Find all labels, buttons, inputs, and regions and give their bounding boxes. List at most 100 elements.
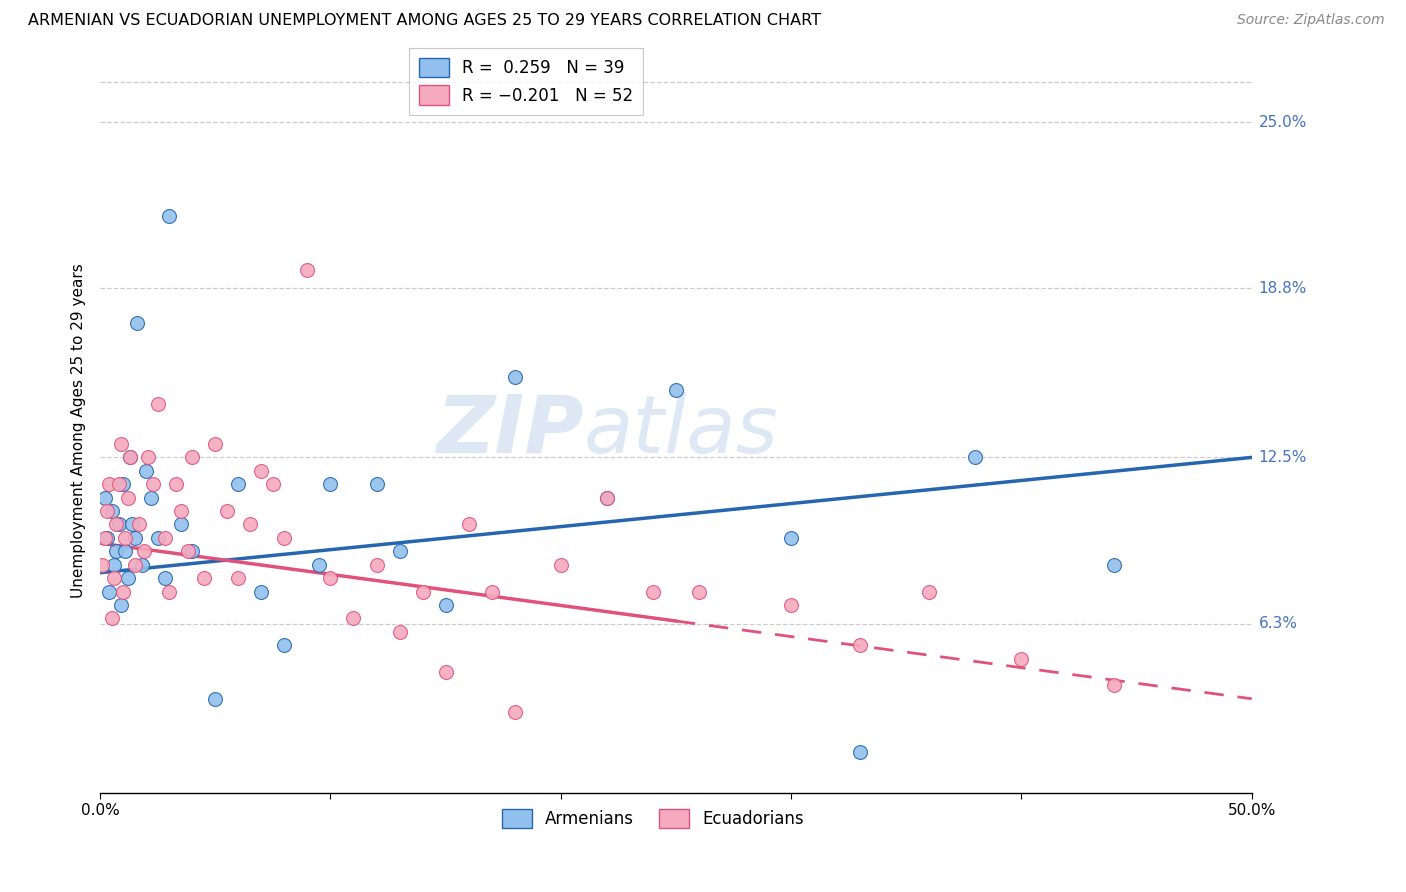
Point <box>596 491 619 505</box>
Point <box>181 544 204 558</box>
Point <box>215 504 238 518</box>
Y-axis label: Unemployment Among Ages 25 to 29 years: Unemployment Among Ages 25 to 29 years <box>72 263 86 598</box>
Point <box>96 504 118 518</box>
Text: Source: ZipAtlas.com: Source: ZipAtlas.com <box>1237 13 1385 28</box>
Point <box>138 450 160 465</box>
Text: ZIP: ZIP <box>436 392 583 469</box>
Point <box>157 209 180 223</box>
Point <box>107 517 129 532</box>
Point <box>125 316 148 330</box>
Point <box>503 705 526 719</box>
Point <box>228 571 250 585</box>
Point <box>135 464 157 478</box>
Point <box>849 638 872 652</box>
Point <box>388 624 411 639</box>
Point <box>366 477 388 491</box>
Point <box>1010 651 1032 665</box>
Point <box>1102 678 1125 692</box>
Point <box>434 598 457 612</box>
Point <box>342 611 364 625</box>
Point <box>120 450 142 465</box>
Point <box>641 584 664 599</box>
Point <box>665 384 688 398</box>
Point <box>457 517 479 532</box>
Point <box>297 262 319 277</box>
Point <box>105 544 128 558</box>
Point <box>176 544 198 558</box>
Point <box>153 571 176 585</box>
Text: 25.0%: 25.0% <box>1258 115 1308 129</box>
Point <box>204 437 226 451</box>
Point <box>239 517 262 532</box>
Point <box>112 584 135 599</box>
Point <box>250 584 273 599</box>
Point <box>107 477 129 491</box>
Point <box>142 477 165 491</box>
Point <box>103 571 125 585</box>
Text: 18.8%: 18.8% <box>1258 281 1308 296</box>
Point <box>1102 558 1125 572</box>
Point <box>98 584 121 599</box>
Point <box>780 531 803 545</box>
Point <box>100 504 122 518</box>
Point <box>131 558 153 572</box>
Point <box>308 558 330 572</box>
Point <box>117 491 139 505</box>
Point <box>262 477 284 491</box>
Point <box>170 517 193 532</box>
Point <box>91 558 114 572</box>
Point <box>273 638 295 652</box>
Point <box>181 450 204 465</box>
Point <box>100 611 122 625</box>
Point <box>165 477 187 491</box>
Point <box>204 691 226 706</box>
Point <box>965 450 987 465</box>
Point <box>228 477 250 491</box>
Legend: Armenians, Ecuadorians: Armenians, Ecuadorians <box>495 803 811 835</box>
Point <box>114 531 136 545</box>
Point <box>481 584 503 599</box>
Point <box>93 531 115 545</box>
Point <box>117 571 139 585</box>
Point <box>105 517 128 532</box>
Point <box>596 491 619 505</box>
Point <box>112 477 135 491</box>
Point <box>103 558 125 572</box>
Point <box>319 477 342 491</box>
Point <box>193 571 215 585</box>
Point <box>96 531 118 545</box>
Text: atlas: atlas <box>583 392 779 469</box>
Point <box>110 437 132 451</box>
Point <box>250 464 273 478</box>
Point <box>412 584 434 599</box>
Point <box>153 531 176 545</box>
Point <box>121 517 143 532</box>
Point <box>170 504 193 518</box>
Point <box>128 517 150 532</box>
Point <box>157 584 180 599</box>
Point <box>688 584 710 599</box>
Point <box>110 598 132 612</box>
Point <box>146 531 169 545</box>
Point <box>132 544 155 558</box>
Point <box>918 584 941 599</box>
Text: 6.3%: 6.3% <box>1258 616 1298 632</box>
Text: 12.5%: 12.5% <box>1258 450 1308 465</box>
Point <box>146 397 169 411</box>
Point <box>98 477 121 491</box>
Point <box>550 558 572 572</box>
Point <box>849 746 872 760</box>
Point <box>120 450 142 465</box>
Point <box>124 558 146 572</box>
Point <box>388 544 411 558</box>
Point <box>503 370 526 384</box>
Point <box>319 571 342 585</box>
Point <box>93 491 115 505</box>
Point <box>124 531 146 545</box>
Point <box>114 544 136 558</box>
Point <box>780 598 803 612</box>
Point <box>273 531 295 545</box>
Point <box>139 491 162 505</box>
Text: ARMENIAN VS ECUADORIAN UNEMPLOYMENT AMONG AGES 25 TO 29 YEARS CORRELATION CHART: ARMENIAN VS ECUADORIAN UNEMPLOYMENT AMON… <box>28 13 821 29</box>
Point <box>434 665 457 679</box>
